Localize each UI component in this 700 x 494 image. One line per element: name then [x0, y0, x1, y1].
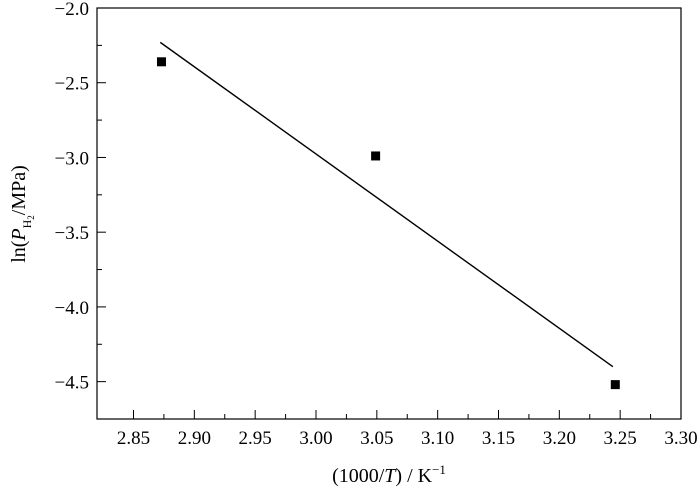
y-tick-label: −2.5	[55, 74, 89, 95]
data-point	[156, 57, 166, 67]
x-tick-label: 3.25	[604, 428, 637, 449]
y-tick-label: −4.0	[55, 298, 89, 319]
x-axis-title-var: T	[384, 465, 397, 487]
x-tick-label: 2.90	[178, 428, 211, 449]
x-tick-label: 3.15	[482, 428, 515, 449]
tick-labels: 2.85 2.90 2.95 3.00 3.05 3.10 3.15 3.20 3.25 3.30…	[55, 0, 698, 449]
x-tick-label: 3.20	[543, 428, 576, 449]
y-axis-title-var: P	[8, 228, 30, 241]
y-tick-label: −2.0	[55, 0, 89, 20]
y-axis-title-prefix: ln(	[8, 240, 30, 263]
y-tick-label: −3.5	[55, 223, 89, 244]
x-tick-label: 2.85	[117, 428, 150, 449]
y-axis-title-subsub: 2	[26, 215, 36, 220]
y-axis-title: ln(PH2/MPa)	[8, 165, 36, 263]
plot-frame	[96, 7, 682, 420]
x-tick-label: 3.05	[360, 428, 393, 449]
x-axis-title-mid: ) / K	[395, 465, 432, 487]
x-tick-label: 3.10	[421, 428, 454, 449]
x-axis-title: (1000/T) / K−1	[332, 462, 446, 487]
y-tick-label: −4.5	[55, 373, 89, 394]
y-axis-title-suffix: /MPa)	[8, 165, 30, 215]
data-series	[156, 41, 620, 390]
x-tick-label: 2.95	[239, 428, 272, 449]
x-axis-title-prefix: (1000/	[332, 465, 385, 487]
y-tick-label: −3.0	[55, 148, 89, 169]
x-tick-label: 3.30	[664, 428, 697, 449]
axis-ticks	[97, 7, 682, 419]
x-axis-title-sup: −1	[432, 462, 446, 477]
y-axis-title-sub: H	[20, 219, 34, 228]
data-point	[371, 151, 381, 161]
data-point	[610, 380, 620, 390]
fit-line	[159, 41, 614, 368]
x-tick-label: 3.00	[299, 428, 332, 449]
